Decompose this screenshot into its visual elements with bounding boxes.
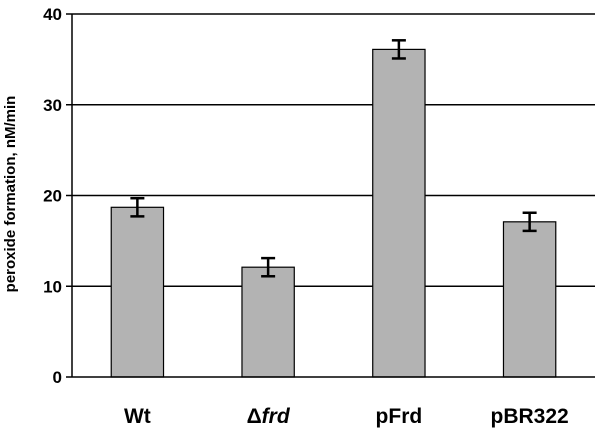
x-category-label: Δfrd [247,405,291,428]
bar [502,221,557,378]
error-bars [130,39,537,278]
y-tick-label: 0 [53,368,62,387]
bar [110,206,165,378]
bars [110,48,557,378]
y-tick-labels: 0 10 20 30 40 [43,5,72,387]
y-axis-label: peroxide formation, nM/min [2,96,19,293]
x-category-label-text: Wt [124,405,151,428]
y-tick-label: 40 [43,5,62,24]
bar [372,48,426,378]
x-category-label-italic: frd [262,405,291,428]
x-category-labels: Wt Δfrd pFrd pBR322 [124,405,569,428]
y-tick-label: 10 [43,277,62,296]
x-category-label: pFrd [376,405,423,428]
x-category-label-text: Δ [247,405,262,428]
x-category-label-text: pFrd [376,405,423,428]
x-category-label-text: pBR322 [491,405,569,428]
y-tick-label: 20 [43,187,62,206]
x-category-label: Wt [124,405,151,428]
bar [241,266,295,378]
x-category-label: pBR322 [491,405,569,428]
y-tick-label: 30 [43,96,62,115]
